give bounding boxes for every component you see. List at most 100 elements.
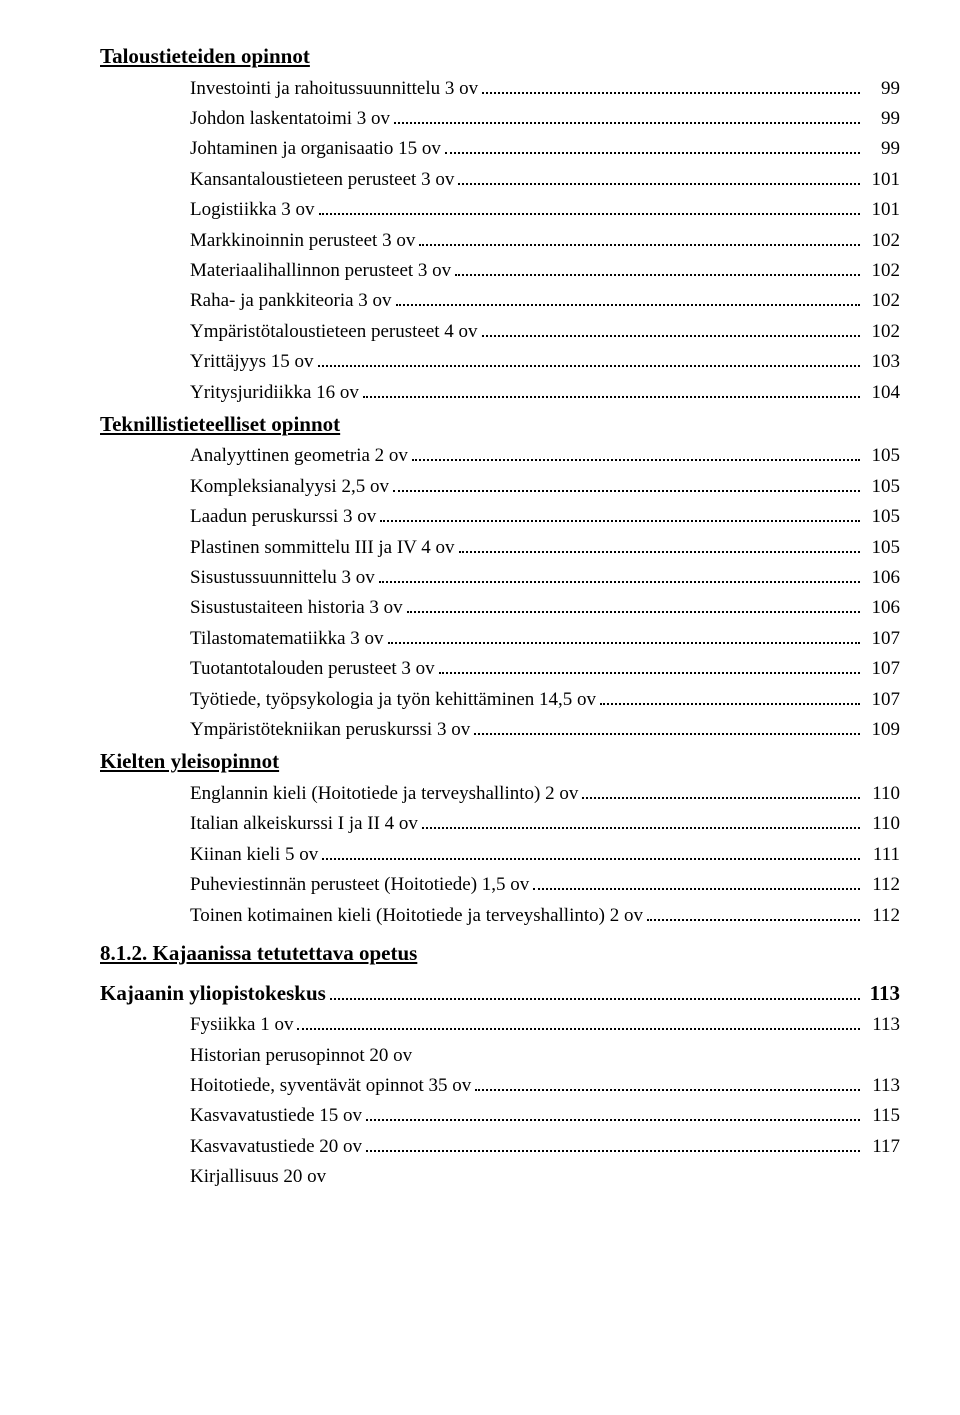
toc-leader-dots — [379, 580, 860, 583]
toc-page-number: 107 — [864, 685, 900, 715]
toc-page-number: 113 — [864, 1010, 900, 1040]
toc-label: Materiaalihallinnon perusteet 3 ov — [190, 256, 451, 286]
toc-leader-dots — [600, 702, 860, 705]
toc-leader-dots — [647, 918, 860, 921]
toc-label: Ympäristötekniikan peruskurssi 3 ov — [190, 715, 470, 745]
toc-page-number: 113 — [864, 977, 900, 1011]
toc-label: Kirjallisuus 20 ov — [190, 1162, 326, 1192]
toc-line: Ympäristötekniikan peruskurssi 3 ov 109 — [100, 715, 900, 745]
toc-page-number: 106 — [864, 593, 900, 623]
toc-label: Työtiede, työpsykologia ja työn kehittäm… — [190, 685, 596, 715]
toc-line: Fysiikka 1 ov 113 — [100, 1010, 900, 1040]
toc-line: Hoitotiede, syventävät opinnot 35 ov 113 — [100, 1071, 900, 1101]
toc-page-number: 105 — [864, 441, 900, 471]
toc-page-number: 104 — [864, 378, 900, 408]
toc-label: Analyyttinen geometria 2 ov — [190, 441, 408, 471]
toc-page-number: 102 — [864, 286, 900, 316]
toc-label: Kasvavatustiede 15 ov — [190, 1101, 362, 1131]
toc-page-number: 101 — [864, 165, 900, 195]
toc-label: Plastinen sommittelu III ja IV 4 ov — [190, 533, 455, 563]
toc-page-number: 107 — [864, 654, 900, 684]
toc-leader-dots — [297, 1027, 860, 1030]
toc-line: Kompleksianalyysi 2,5 ov105 — [100, 472, 900, 502]
toc-line: Kirjallisuus 20 ov — [100, 1162, 900, 1192]
toc-label: Sisustustaiteen historia 3 ov — [190, 593, 403, 623]
toc-leader-dots — [419, 243, 860, 246]
toc-line: Johdon laskentatoimi 3 ov99 — [100, 104, 900, 134]
toc-label: Toinen kotimainen kieli (Hoitotiede ja t… — [190, 901, 643, 931]
toc-page-number: 105 — [864, 472, 900, 502]
toc-label: Raha- ja pankkiteoria 3 ov — [190, 286, 392, 316]
toc-page-number: 105 — [864, 533, 900, 563]
toc-page-number: 99 — [864, 74, 900, 104]
toc-leader-dots — [396, 303, 860, 306]
toc-leader-dots — [366, 1118, 860, 1121]
toc-leader-dots — [445, 151, 860, 154]
toc-label: Johtaminen ja organisaatio 15 ov — [190, 134, 441, 164]
toc-leader-dots — [412, 458, 860, 461]
toc-page-number: 103 — [864, 347, 900, 377]
toc-label: Tilastomatematiikka 3 ov — [190, 624, 384, 654]
toc-line: Analyyttinen geometria 2 ov 105 — [100, 441, 900, 471]
toc-line: Johtaminen ja organisaatio 15 ov 99 — [100, 134, 900, 164]
toc-line: Logistiikka 3 ov 101 — [100, 195, 900, 225]
toc-page-number: 106 — [864, 563, 900, 593]
section-heading: Teknillistieteelliset opinnot — [100, 408, 900, 442]
toc-label: Sisustussuunnittelu 3 ov — [190, 563, 375, 593]
section-heading: Kielten yleisopinnot — [100, 745, 900, 779]
toc-leader-dots — [366, 1149, 860, 1152]
toc-line: Yritysjuridiikka 16 ov104 — [100, 378, 900, 408]
toc-line: Tuotantotalouden perusteet 3 ov107 — [100, 654, 900, 684]
section-heading: 8.1.2. Kajaanissa tetutettava opetus — [100, 937, 900, 971]
toc-line: Toinen kotimainen kieli (Hoitotiede ja t… — [100, 901, 900, 931]
toc-line: Laadun peruskurssi 3 ov105 — [100, 502, 900, 532]
toc-leader-dots — [393, 489, 860, 492]
toc-leader-dots — [318, 364, 861, 367]
toc-label: Fysiikka 1 ov — [190, 1010, 293, 1040]
toc-page-number: 113 — [864, 1071, 900, 1101]
toc-leader-dots — [388, 641, 860, 644]
toc-page-number: 105 — [864, 502, 900, 532]
toc-leader-dots — [475, 1088, 860, 1091]
toc-line: Kasvavatustiede 20 ov117 — [100, 1132, 900, 1162]
toc-page-number: 99 — [864, 134, 900, 164]
toc-label: Italian alkeiskurssi I ja II 4 ov — [190, 809, 418, 839]
toc-page-number: 102 — [864, 317, 900, 347]
toc-leader-dots — [394, 121, 860, 124]
toc-page-number: 101 — [864, 195, 900, 225]
toc-line: Puheviestinnän perusteet (Hoitotiede) 1,… — [100, 870, 900, 900]
toc-leader-dots — [439, 671, 860, 674]
toc-label: Kansantaloustieteen perusteet 3 ov — [190, 165, 454, 195]
toc-line: Ympäristötaloustieteen perusteet 4 ov102 — [100, 317, 900, 347]
toc-leader-dots — [363, 395, 860, 398]
toc-page-number: 112 — [864, 901, 900, 931]
toc-line: Englannin kieli (Hoitotiede ja terveysha… — [100, 779, 900, 809]
toc-page-number: 102 — [864, 256, 900, 286]
kajaani-center-title: Kajaanin yliopistokeskus113 — [100, 977, 900, 1011]
toc-page-number: 110 — [864, 779, 900, 809]
toc-leader-dots — [482, 91, 860, 94]
toc-label: Puheviestinnän perusteet (Hoitotiede) 1,… — [190, 870, 529, 900]
toc-page-number: 109 — [864, 715, 900, 745]
toc-leader-dots — [458, 182, 860, 185]
toc-line: Yrittäjyys 15 ov103 — [100, 347, 900, 377]
toc-page-number: 110 — [864, 809, 900, 839]
toc-leader-dots — [422, 826, 860, 829]
toc-leader-dots — [533, 887, 860, 890]
toc-line: Plastinen sommittelu III ja IV 4 ov 105 — [100, 533, 900, 563]
toc-line: Kasvavatustiede 15 ov 115 — [100, 1101, 900, 1131]
toc-leader-dots — [380, 519, 860, 522]
toc-page-number: 111 — [864, 840, 900, 870]
toc-leader-dots — [330, 997, 860, 1000]
toc-label: Kasvavatustiede 20 ov — [190, 1132, 362, 1162]
toc-page-number: 112 — [864, 870, 900, 900]
toc-page-number: 115 — [864, 1101, 900, 1131]
section-heading: Taloustieteiden opinnot — [100, 40, 900, 74]
toc-label: Hoitotiede, syventävät opinnot 35 ov — [190, 1071, 471, 1101]
toc-leader-dots — [474, 732, 860, 735]
toc-label: Investointi ja rahoitussuunnittelu 3 ov — [190, 74, 478, 104]
toc-line: Investointi ja rahoitussuunnittelu 3 ov 9… — [100, 74, 900, 104]
toc-label: Logistiikka 3 ov — [190, 195, 315, 225]
toc-line: Tilastomatematiikka 3 ov107 — [100, 624, 900, 654]
toc-label: Markkinoinnin perusteet 3 ov — [190, 226, 415, 256]
